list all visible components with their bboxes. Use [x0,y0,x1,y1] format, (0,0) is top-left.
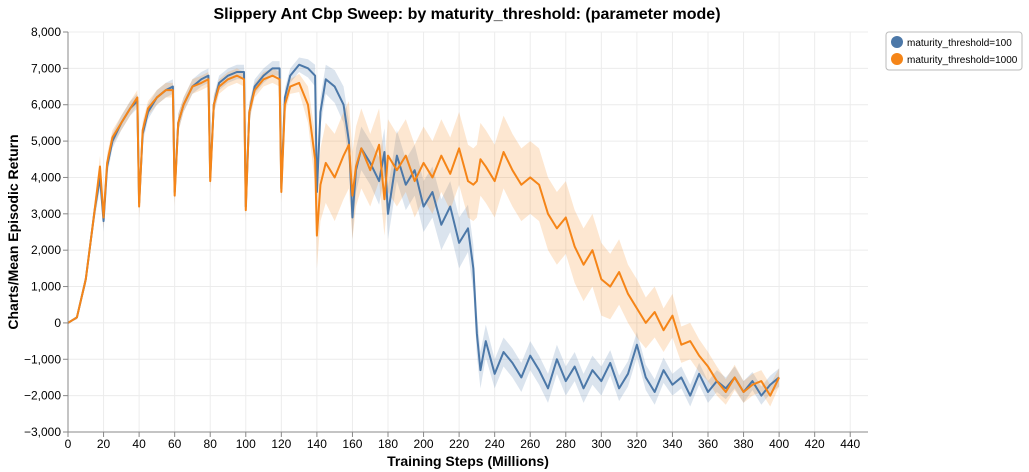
x-tick-label: 360 [698,437,718,451]
legend-swatch [891,53,903,65]
band-series-2 [68,68,780,407]
legend-label: maturity_threshold=1000 [907,55,1018,66]
x-tick-label: 40 [132,437,146,451]
axes: 0 20 40 60 80 100 120 140 160 180 200 220 240 260 280 3… [24,25,868,451]
y-tick-label: 4,000 [31,170,61,184]
y-tick-label: 7,000 [31,61,61,75]
legend-swatch [891,36,903,48]
y-tick-label: 2,000 [31,243,61,257]
x-tick-label: 320 [627,437,647,451]
x-tick-label: 440 [840,437,860,451]
x-tick-label: 300 [591,437,611,451]
x-tick-label: 120 [271,437,291,451]
legend-label: maturity_threshold=100 [907,38,1012,49]
series-lines [67,63,781,397]
chart-title: Slippery Ant Cbp Sweep: by maturity_thre… [213,6,720,23]
x-tick-label: 420 [805,437,825,451]
y-tick-label: −1,000 [24,352,61,366]
x-tick-label: 100 [236,437,256,451]
x-tick-label: 400 [769,437,789,451]
x-tick-label: 380 [734,437,754,451]
legend-box [885,31,1023,71]
confidence-bands [68,57,780,407]
y-tick-label: 6,000 [31,98,61,112]
y-tick-label: 0 [54,316,61,330]
x-tick-label: 80 [204,437,218,451]
x-tick-label: 260 [520,437,540,451]
y-tick-label: −3,000 [24,425,61,439]
x-tick-label: 280 [556,437,576,451]
x-tick-label: 240 [485,437,505,451]
y-tick-label: 1,000 [31,280,61,294]
x-tick-label: 180 [378,437,398,451]
y-tick-label: −2,000 [24,389,61,403]
x-tick-label: 0 [65,437,72,451]
x-tick-label: 60 [168,437,182,451]
x-tick-label: 340 [662,437,682,451]
legend: maturity_threshold=100 maturity_threshold… [885,31,1023,71]
x-tick-label: 200 [414,437,434,451]
x-tick-label: 140 [307,437,327,451]
x-tick-label: 160 [342,437,362,451]
x-axis-title: Training Steps (Millions) [387,453,549,469]
y-axis-title: Charts/Mean Episodic Return [5,134,21,329]
x-tick-label: 220 [449,437,469,451]
x-tick-label: 20 [97,437,111,451]
y-tick-label: 3,000 [31,207,61,221]
y-tick-label: 5,000 [31,134,61,148]
y-tick-label: 8,000 [31,25,61,39]
line-series-2 [67,74,781,397]
